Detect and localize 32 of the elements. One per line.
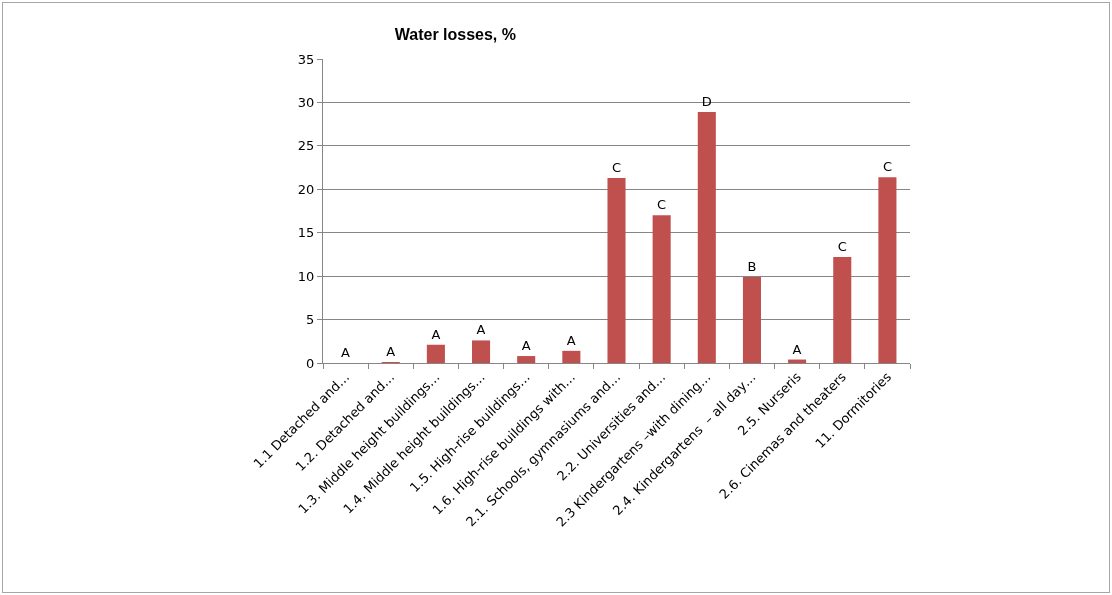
- data-label: A: [386, 344, 396, 359]
- chart-title: Water losses, %: [394, 26, 516, 43]
- data-label: C: [657, 197, 667, 213]
- data-label: B: [747, 259, 757, 275]
- bar: [517, 356, 536, 363]
- bar: [742, 277, 761, 363]
- y-tick-label: 5: [306, 312, 315, 328]
- data-label: A: [476, 322, 486, 338]
- data-label: C: [882, 159, 892, 175]
- data-label: A: [521, 338, 531, 354]
- bar: [607, 177, 626, 363]
- y-tick-label: 0: [306, 355, 315, 371]
- y-tick-label: 20: [297, 181, 315, 197]
- data-label: A: [792, 341, 802, 357]
- y-tick-label: 25: [297, 138, 315, 154]
- bar: [833, 257, 852, 363]
- data-label: A: [566, 332, 576, 348]
- bar: [562, 350, 581, 363]
- data-label: C: [837, 239, 847, 255]
- data-label: A: [341, 345, 351, 360]
- y-tick-label: 10: [297, 268, 315, 284]
- y-tick-label: 15: [297, 225, 315, 241]
- data-label: D: [701, 93, 712, 109]
- data-label: A: [431, 326, 441, 342]
- data-label: C: [611, 159, 622, 175]
- bar: [652, 215, 671, 363]
- bar: [878, 177, 897, 363]
- bar: [472, 340, 491, 363]
- y-tick-label: 35: [297, 51, 315, 67]
- bar: [426, 344, 445, 363]
- bar: [697, 111, 716, 363]
- y-tick-label: 30: [297, 94, 315, 110]
